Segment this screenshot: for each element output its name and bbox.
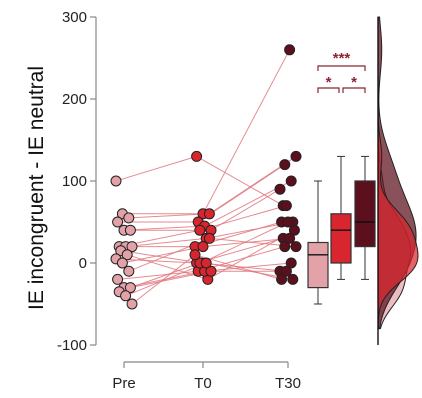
significance-bracket [317, 87, 340, 93]
point-t0 [191, 150, 203, 162]
x-axis: Pre T0 T30 [112, 361, 301, 392]
subject-line [128, 213, 210, 219]
significance-bracket [342, 87, 366, 93]
y-tick-label: 300 [62, 9, 87, 26]
point-t30 [284, 44, 296, 56]
x-tick-label-pre: Pre [112, 375, 135, 392]
point-t30 [285, 175, 297, 187]
y-tick-label: 0 [79, 255, 87, 272]
point-t30 [279, 159, 291, 171]
point-pre [110, 175, 122, 187]
point-t0 [203, 208, 215, 220]
x-tick-label-t30: T30 [275, 375, 301, 392]
subject-line [131, 254, 196, 305]
point-t30 [284, 232, 296, 244]
significance-label: * [351, 74, 357, 91]
point-pre [121, 249, 133, 261]
subject-line [202, 237, 290, 248]
point-pre [116, 257, 128, 269]
y-tick-label: 200 [62, 91, 87, 108]
subject-line [196, 155, 284, 207]
subject-line [122, 246, 204, 264]
point-t30 [274, 183, 286, 195]
point-t30 [282, 216, 294, 228]
point-t30 [287, 273, 299, 285]
point-t0 [200, 257, 212, 269]
point-pre [124, 224, 136, 236]
point-t30 [280, 265, 292, 277]
y-axis-label: IE incongruent - IE neutral [25, 66, 48, 310]
point-t30 [290, 241, 302, 253]
subject-line [115, 155, 197, 182]
point-pre [120, 290, 132, 302]
subject-line [202, 49, 291, 215]
x-tick-label-t0: T0 [194, 375, 212, 392]
point-t30 [285, 257, 297, 269]
significance-bracket [317, 65, 366, 71]
y-tick-label: 100 [62, 173, 87, 190]
subject-line [123, 225, 205, 231]
point-t0 [194, 224, 206, 236]
data-points [110, 44, 302, 310]
point-pre [126, 298, 138, 310]
point-t30 [276, 273, 288, 285]
point-t30 [279, 241, 291, 253]
box-pre [307, 241, 329, 289]
point-pre [112, 273, 124, 285]
point-t0 [205, 265, 217, 277]
y-axis: -100 0 100 200 300 [57, 9, 97, 354]
point-t0 [189, 249, 201, 261]
subject-line [117, 270, 199, 280]
point-pre [126, 241, 138, 253]
density-clouds [377, 16, 419, 345]
point-t0 [203, 232, 215, 244]
box-t0 [330, 213, 352, 264]
subject-line [120, 250, 202, 264]
box-t30 [354, 180, 376, 248]
point-pre [123, 212, 135, 224]
significance-brackets: **** * [317, 50, 366, 93]
point-pre [124, 282, 136, 294]
y-tick-label: -100 [57, 337, 87, 354]
point-pre [112, 216, 124, 228]
point-t0 [197, 241, 209, 253]
subject-line [125, 262, 207, 297]
significance-label: *** [333, 50, 351, 67]
significance-label: * [326, 74, 332, 91]
point-t30 [280, 200, 292, 212]
point-pre [123, 265, 135, 277]
point-t30 [290, 150, 302, 162]
point-t30 [288, 224, 300, 236]
subject-line [125, 237, 207, 248]
boxplots [307, 155, 376, 305]
